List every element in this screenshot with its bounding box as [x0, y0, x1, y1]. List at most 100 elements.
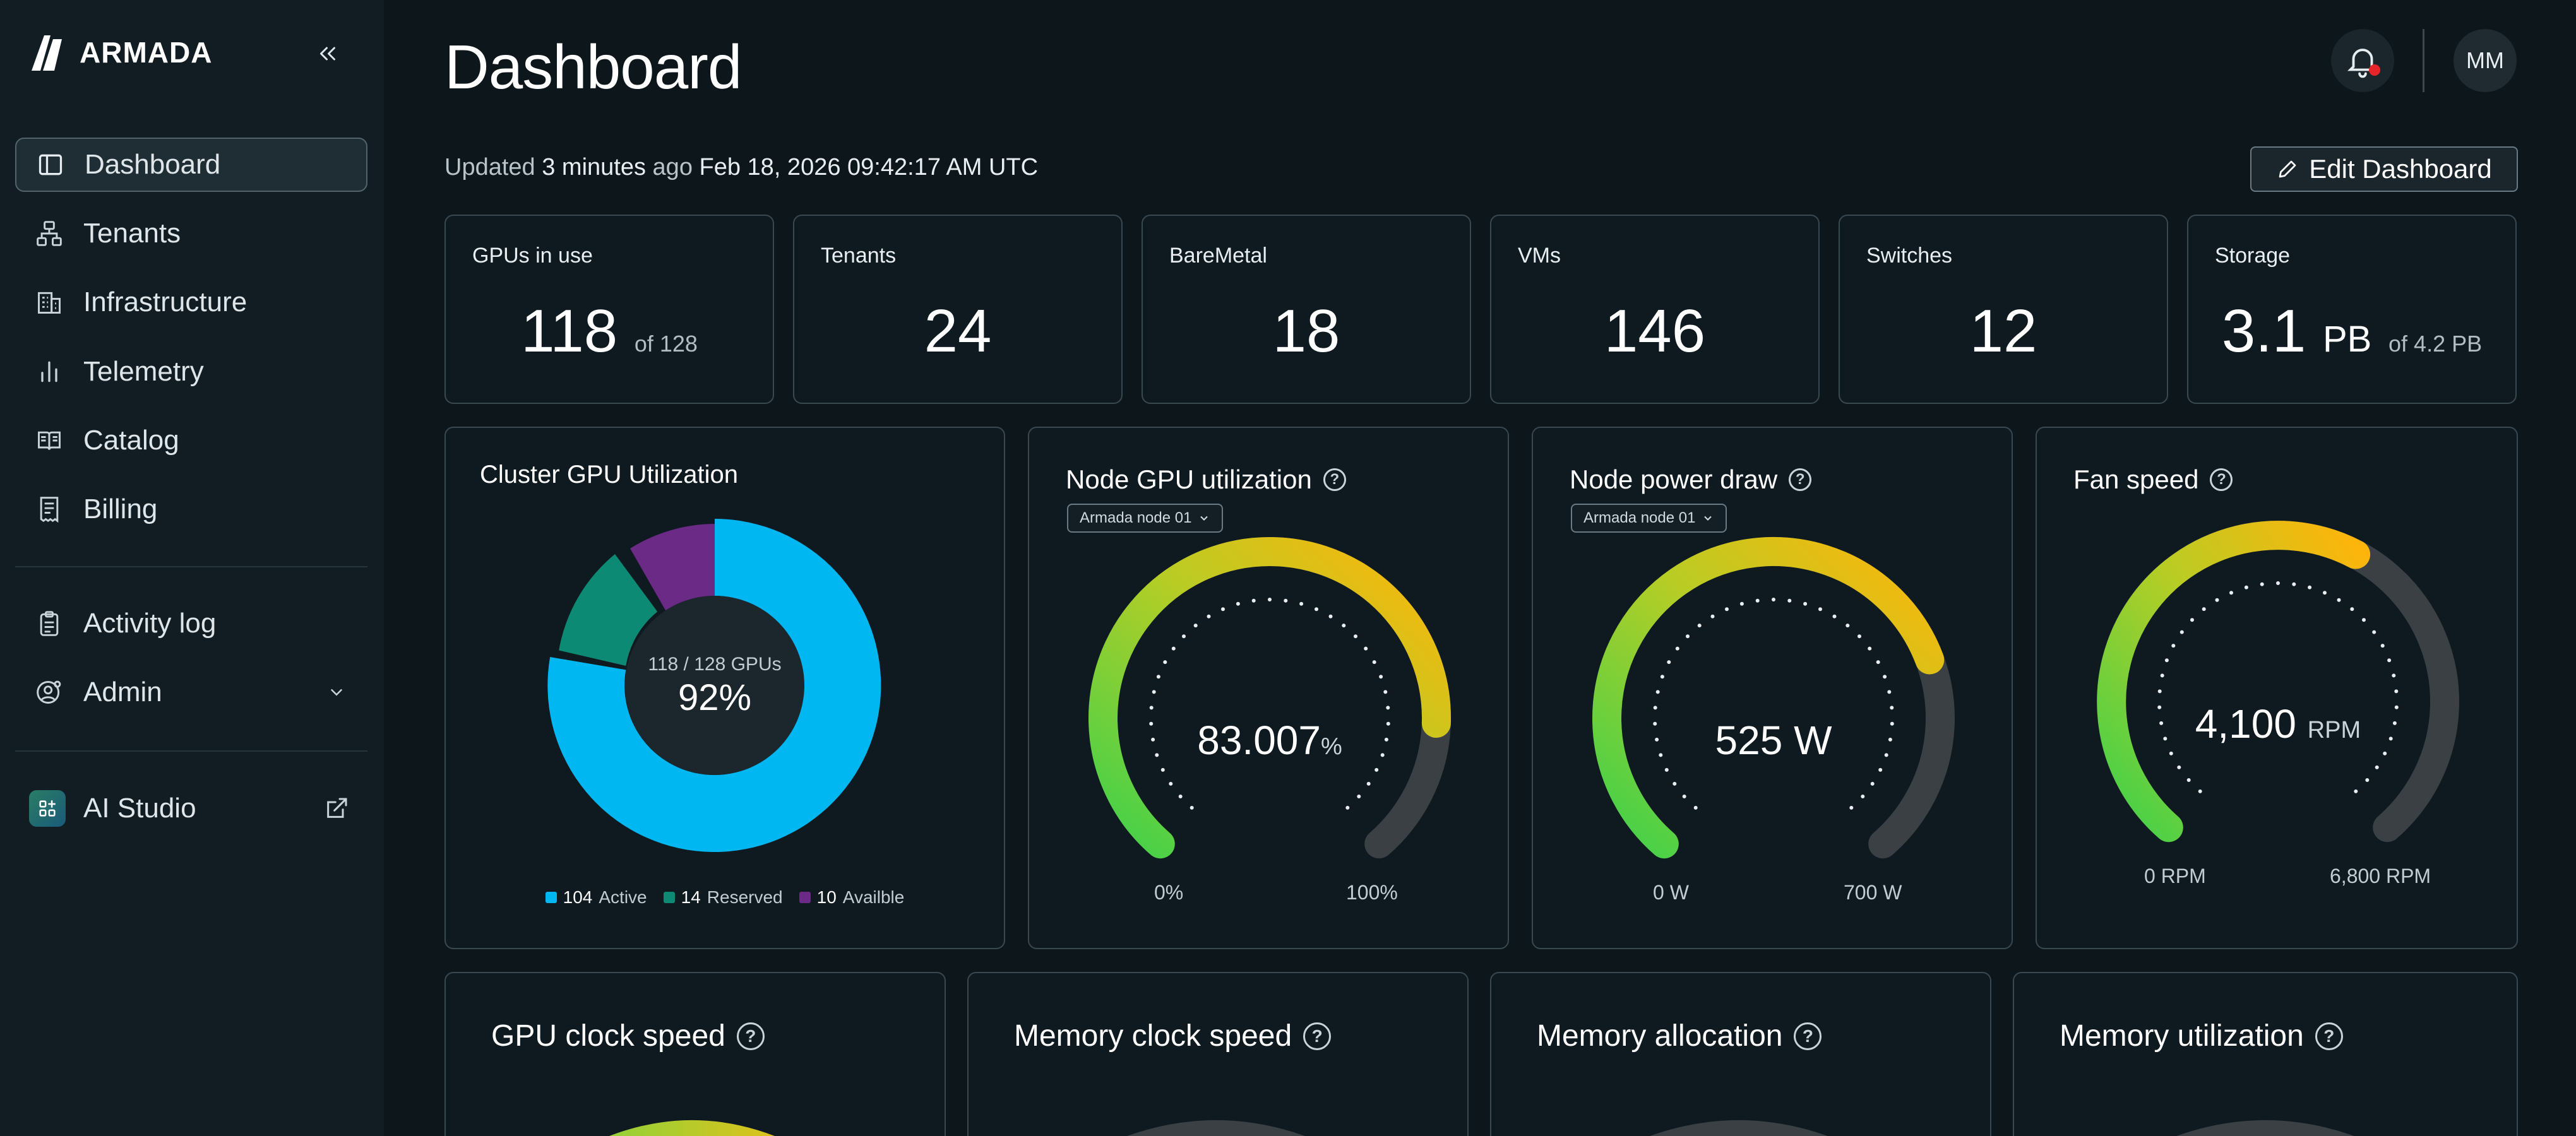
memory-allocation-gauge-partial — [1650, 1120, 1828, 1136]
sidebar-item-catalog[interactable]: Catalog — [15, 413, 367, 468]
updated-ago: 3 minutes — [542, 154, 646, 180]
sidebar-item-label: Dashboard — [85, 149, 221, 180]
stat-value: 24 — [924, 297, 992, 365]
stat-card-baremetal[interactable]: BareMetal 18 — [1142, 215, 1471, 404]
gauge-tick-dot — [2157, 705, 2162, 709]
donut-segment-available[interactable] — [630, 524, 715, 611]
sidebar-item-telemetry[interactable]: Telemetry — [15, 345, 367, 399]
chevron-down-icon — [1200, 516, 1208, 521]
gauge-tick-dot — [2383, 751, 2387, 755]
help-icon[interactable]: ? — [736, 1022, 765, 1050]
stat-card-vms[interactable]: VMs 146 — [1490, 215, 1820, 404]
help-icon[interactable]: ? — [1794, 1022, 1822, 1050]
gpu-clock-speed-card[interactable]: GPU clock speed? — [444, 972, 946, 1136]
memory-utilization-card[interactable]: Memory utilization? — [2013, 972, 2518, 1136]
stat-card-tenants[interactable]: Tenants 24 — [793, 215, 1123, 404]
memory-allocation-card[interactable]: Memory allocation? — [1490, 972, 1991, 1136]
gauge-tick-dot — [1878, 767, 1883, 772]
sidebar: ARMADA Dashboard Tenants Infrastructure — [0, 0, 384, 1136]
collapse-sidebar-button[interactable] — [312, 38, 343, 69]
sidebar-item-billing[interactable]: Billing — [15, 482, 367, 536]
gauge-number: 83.007 — [1197, 718, 1321, 763]
edit-dashboard-label: Edit Dashboard — [2309, 154, 2492, 184]
gauge-max-label: 100% — [1346, 881, 1398, 904]
gauge-tick-dot — [1725, 607, 1729, 612]
help-icon[interactable]: ? — [2210, 468, 2233, 491]
sidebar-item-infrastructure[interactable]: Infrastructure — [15, 275, 367, 329]
gauge-tick-dot — [1366, 781, 1371, 786]
donut-segment-reserved[interactable] — [559, 554, 658, 666]
legend-value: 104 — [563, 887, 593, 907]
sidebar-item-admin[interactable]: Admin — [15, 665, 367, 719]
gauge-tick-dot — [2169, 751, 2173, 755]
stat-label: VMs — [1518, 244, 1561, 268]
gpu-utilization-gauge — [1088, 537, 1451, 859]
stat-card-gpus[interactable]: GPUs in use 118 of 128 — [444, 215, 774, 404]
node-select-value: Armada node 01 — [1080, 509, 1192, 526]
memory-clock-speed-card[interactable]: Memory clock speed? — [967, 972, 1469, 1136]
gauge-tick-dot — [1857, 634, 1861, 639]
node-select[interactable]: Armada node 01 — [1067, 504, 1224, 533]
main-content: Dashboard MM Updated 3 minutes ago Feb 1… — [384, 0, 2576, 1136]
node-power-draw-card[interactable]: Node power draw? Armada node 01 525 W 0 … — [1532, 427, 2013, 949]
stat-label: Switches — [1866, 244, 1953, 268]
sidebar-item-activity-log[interactable]: Activity log — [15, 596, 367, 651]
gauge-tick-dot — [1160, 767, 1165, 772]
legend-item-active: 104 Active — [545, 887, 647, 908]
gauge-tick-dots — [1653, 598, 1894, 810]
gauge-tick-dot — [1693, 805, 1698, 810]
gauge-tick-dot — [1374, 767, 1379, 772]
stat-card-switches[interactable]: Switches 12 — [1839, 215, 2168, 404]
gauge-tick-dot — [2244, 585, 2248, 589]
sidebar-item-dashboard[interactable]: Dashboard — [15, 138, 367, 192]
help-icon[interactable]: ? — [2315, 1022, 2343, 1050]
chevron-down-icon[interactable] — [321, 677, 352, 708]
gauge-tick-dot — [1315, 607, 1318, 612]
node-select[interactable]: Armada node 01 — [1571, 504, 1727, 533]
gauge-tick-dot — [2350, 607, 2354, 612]
gauge-value: 525 W — [1715, 718, 1832, 763]
gauge-tick-dot — [1675, 646, 1679, 651]
gauge-tick-dot — [2229, 591, 2233, 595]
donut-segment-active[interactable] — [547, 519, 881, 852]
gauge-tick-dot — [1236, 601, 1240, 606]
card-title-text: Node power draw — [1570, 464, 1778, 494]
gauge-tick-dot — [2157, 689, 2162, 694]
gauge-tick-dot — [1156, 675, 1160, 679]
gauge-tick-dot — [1664, 767, 1669, 772]
gauge-tick-dot — [1870, 781, 1875, 786]
stat-number: 3.1 — [2221, 297, 2306, 365]
gauge-tick-dot — [1284, 598, 1288, 603]
avatar[interactable]: MM — [2454, 29, 2517, 92]
card-title-text: GPU clock speed — [491, 1019, 725, 1053]
gauge-tick-dot — [1268, 598, 1272, 601]
gauge-tick-dot — [1832, 614, 1837, 618]
edit-dashboard-button[interactable]: Edit Dashboard — [2250, 146, 2518, 192]
sidebar-item-label: Admin — [83, 677, 162, 708]
sidebar-item-tenants[interactable]: Tenants — [15, 206, 367, 261]
gauge-tick-dot — [1299, 601, 1304, 606]
stat-card-storage[interactable]: Storage 3.1 PB of 4.2 PB — [2187, 215, 2517, 404]
node-gpu-utilization-card[interactable]: Node GPU utilization? Armada node 01 83.… — [1028, 427, 1509, 949]
sidebar-item-label: Catalog — [83, 424, 179, 456]
gauge-tick-dot — [1655, 737, 1659, 742]
book-icon — [34, 425, 64, 456]
gauge-tick-dot — [1178, 795, 1183, 798]
card-title-text: Fan speed — [2073, 464, 2199, 494]
brand-logo[interactable]: ARMADA — [29, 33, 212, 72]
external-link-icon[interactable] — [321, 793, 352, 824]
sidebar-item-ai-studio[interactable]: AI Studio — [15, 781, 367, 836]
gauge-tick-dot — [2163, 737, 2168, 741]
gauge-tick-dot — [1888, 737, 1892, 742]
gauge-tick-dot — [1193, 624, 1198, 628]
gauge-tick-dot — [1380, 753, 1385, 757]
fan-speed-card[interactable]: Fan speed? 4,100 RPM 0 RPM 6,800 RPM — [2036, 427, 2518, 949]
cluster-gpu-utilization-card[interactable]: Cluster GPU Utilization 118 / 128 GPUs 9… — [444, 427, 1005, 949]
help-icon[interactable]: ? — [1789, 468, 1812, 491]
power-draw-gauge — [1592, 537, 1955, 859]
notifications-button[interactable] — [2331, 29, 2394, 92]
gauge-tick-dot — [1655, 690, 1660, 694]
gauge-tick-dot — [2276, 581, 2280, 585]
help-icon[interactable]: ? — [1303, 1022, 1332, 1050]
help-icon[interactable]: ? — [1323, 468, 1346, 491]
